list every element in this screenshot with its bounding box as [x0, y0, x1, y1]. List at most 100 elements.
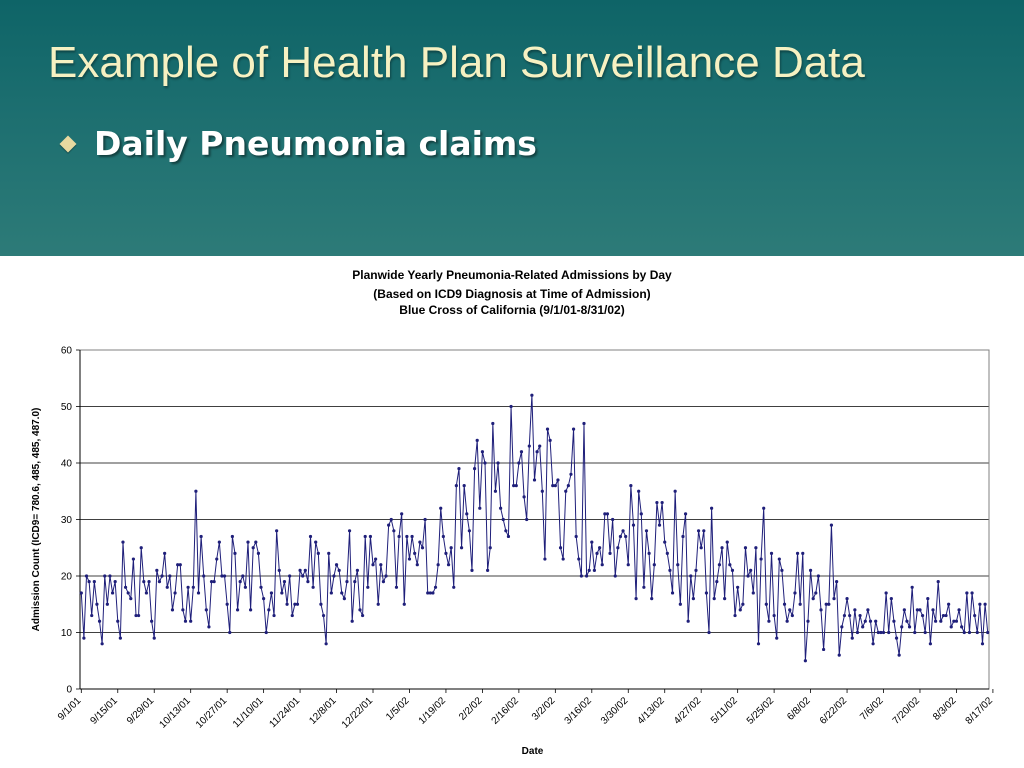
x-tick-label: 5/25/02	[745, 695, 777, 727]
data-point	[970, 591, 974, 595]
data-point	[277, 568, 281, 572]
data-point	[256, 551, 261, 555]
data-point	[186, 585, 190, 589]
data-point	[134, 613, 138, 618]
data-point	[603, 512, 607, 516]
data-point	[152, 636, 156, 640]
data-point	[163, 551, 167, 555]
x-tick-label: 3/30/02	[599, 695, 631, 727]
data-point	[397, 534, 401, 539]
data-point	[84, 574, 89, 578]
slide-header: Example of Health Plan Surveillance Data…	[0, 0, 1024, 256]
data-point	[389, 517, 393, 522]
data-point	[446, 563, 451, 567]
data-point	[405, 534, 409, 539]
data-point	[126, 591, 130, 595]
data-point	[728, 563, 732, 567]
data-point	[756, 642, 761, 646]
data-point	[558, 546, 563, 550]
data-point	[155, 568, 159, 572]
data-point	[824, 602, 828, 606]
data-point	[449, 546, 453, 550]
data-point	[587, 568, 591, 572]
data-point	[676, 563, 680, 567]
data-point	[420, 546, 425, 550]
data-point	[402, 602, 406, 606]
data-point	[113, 580, 117, 584]
data-point	[871, 642, 875, 646]
data-point	[879, 630, 883, 635]
data-point	[157, 580, 162, 584]
x-tick-label: 12/22/01	[340, 695, 376, 731]
data-point	[725, 540, 729, 544]
data-point	[290, 613, 294, 618]
y-tick-label: 40	[61, 459, 73, 470]
x-tick-label: 11/24/01	[267, 695, 302, 730]
x-tick-label: 9/15/01	[89, 695, 121, 727]
data-point	[368, 534, 373, 539]
data-point	[853, 608, 857, 612]
data-point	[845, 597, 849, 601]
data-point	[621, 529, 625, 533]
data-point	[670, 591, 675, 595]
data-point	[949, 625, 953, 629]
data-point	[894, 636, 899, 640]
data-point	[678, 602, 682, 606]
data-point	[952, 619, 956, 623]
data-point	[889, 597, 893, 601]
data-point	[160, 574, 164, 578]
data-point	[334, 563, 339, 567]
data-point	[884, 591, 888, 595]
data-point	[347, 529, 352, 533]
data-point	[142, 580, 146, 584]
y-tick-label: 10	[61, 628, 73, 639]
x-tick-label: 11/10/01	[231, 695, 266, 730]
data-point	[293, 602, 297, 606]
line-chart: 0 10 20 30 40 50 60 9/1/01 9/15/01 9/29/01 10/13/0…	[31, 346, 995, 758]
data-point	[561, 557, 565, 561]
data-point	[663, 540, 667, 544]
data-point	[306, 580, 310, 584]
data-point	[767, 619, 771, 623]
data-point	[251, 546, 255, 550]
data-point	[436, 563, 440, 567]
data-point	[754, 546, 758, 550]
data-point	[960, 625, 964, 629]
data-point	[967, 630, 972, 635]
data-point	[947, 602, 951, 606]
data-point	[472, 467, 477, 471]
data-point	[907, 625, 912, 629]
data-point	[694, 568, 698, 572]
data-point	[650, 597, 654, 601]
data-point	[478, 506, 482, 510]
data-point	[233, 551, 237, 555]
data-point	[105, 602, 109, 606]
data-point	[308, 534, 313, 539]
data-point	[868, 619, 873, 623]
data-point	[616, 546, 620, 550]
x-tick-label: 5/11/02	[709, 695, 740, 726]
data-point	[746, 574, 750, 578]
x-tick-label: 1/5/02	[384, 695, 412, 723]
data-point	[741, 602, 745, 606]
data-point	[457, 467, 461, 471]
data-point	[681, 534, 685, 539]
data-point	[548, 438, 552, 442]
x-tick-label: 9/1/01	[56, 695, 84, 723]
data-point	[973, 613, 977, 618]
data-point	[866, 608, 870, 612]
data-point	[793, 591, 797, 595]
data-point	[975, 630, 979, 635]
data-point	[230, 534, 234, 539]
data-point	[499, 506, 503, 510]
data-point	[467, 529, 471, 533]
data-point	[962, 630, 966, 635]
data-point	[965, 591, 969, 595]
data-point	[217, 540, 221, 544]
data-point	[470, 568, 474, 572]
data-point	[715, 580, 719, 584]
data-point	[730, 568, 735, 572]
data-point	[241, 574, 245, 578]
slide-title: Example of Health Plan Surveillance Data	[48, 38, 865, 87]
data-point	[874, 619, 878, 623]
